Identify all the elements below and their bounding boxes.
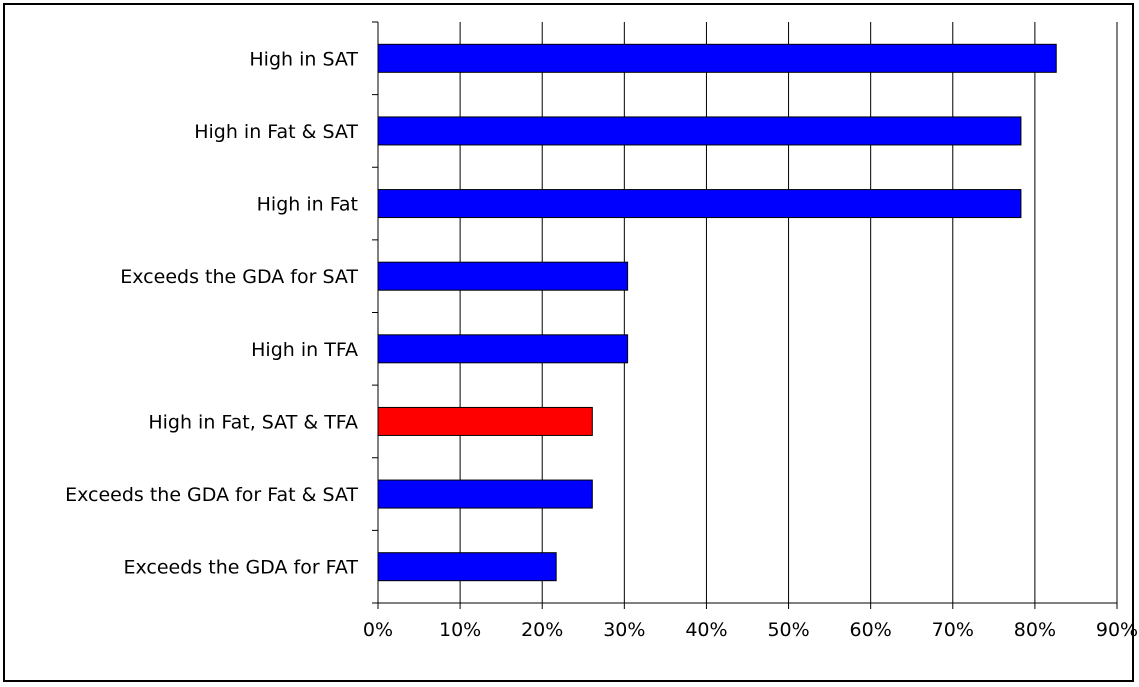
- x-tick-label: 0%: [363, 619, 393, 641]
- category-label: Exceeds the GDA for FAT: [124, 557, 359, 579]
- bar: [377, 116, 1022, 146]
- x-tick-label: 70%: [932, 619, 974, 641]
- bar: [377, 406, 593, 436]
- category-label: Exceeds the GDA for Fat & SAT: [65, 484, 358, 506]
- x-tick-label: 90%: [1096, 619, 1138, 641]
- bar: [377, 479, 593, 509]
- x-tick-label: 60%: [850, 619, 892, 641]
- category-label: High in Fat, SAT & TFA: [148, 411, 358, 433]
- x-tick-label: 10%: [439, 619, 481, 641]
- category-label: High in SAT: [249, 48, 358, 70]
- bar: [377, 189, 1022, 219]
- bar: [377, 261, 629, 291]
- x-tick-label: 20%: [521, 619, 563, 641]
- bar: [377, 334, 629, 364]
- bar: [377, 552, 557, 582]
- x-tick-label: 40%: [685, 619, 727, 641]
- category-label: High in TFA: [251, 339, 358, 361]
- category-label: Exceeds the GDA for SAT: [120, 266, 358, 288]
- x-tick-label: 50%: [767, 619, 809, 641]
- bar: [377, 43, 1057, 73]
- category-label: High in Fat: [257, 194, 358, 216]
- category-label: High in Fat & SAT: [194, 121, 358, 143]
- x-tick-label: 30%: [603, 619, 645, 641]
- x-tick-label: 80%: [1014, 619, 1056, 641]
